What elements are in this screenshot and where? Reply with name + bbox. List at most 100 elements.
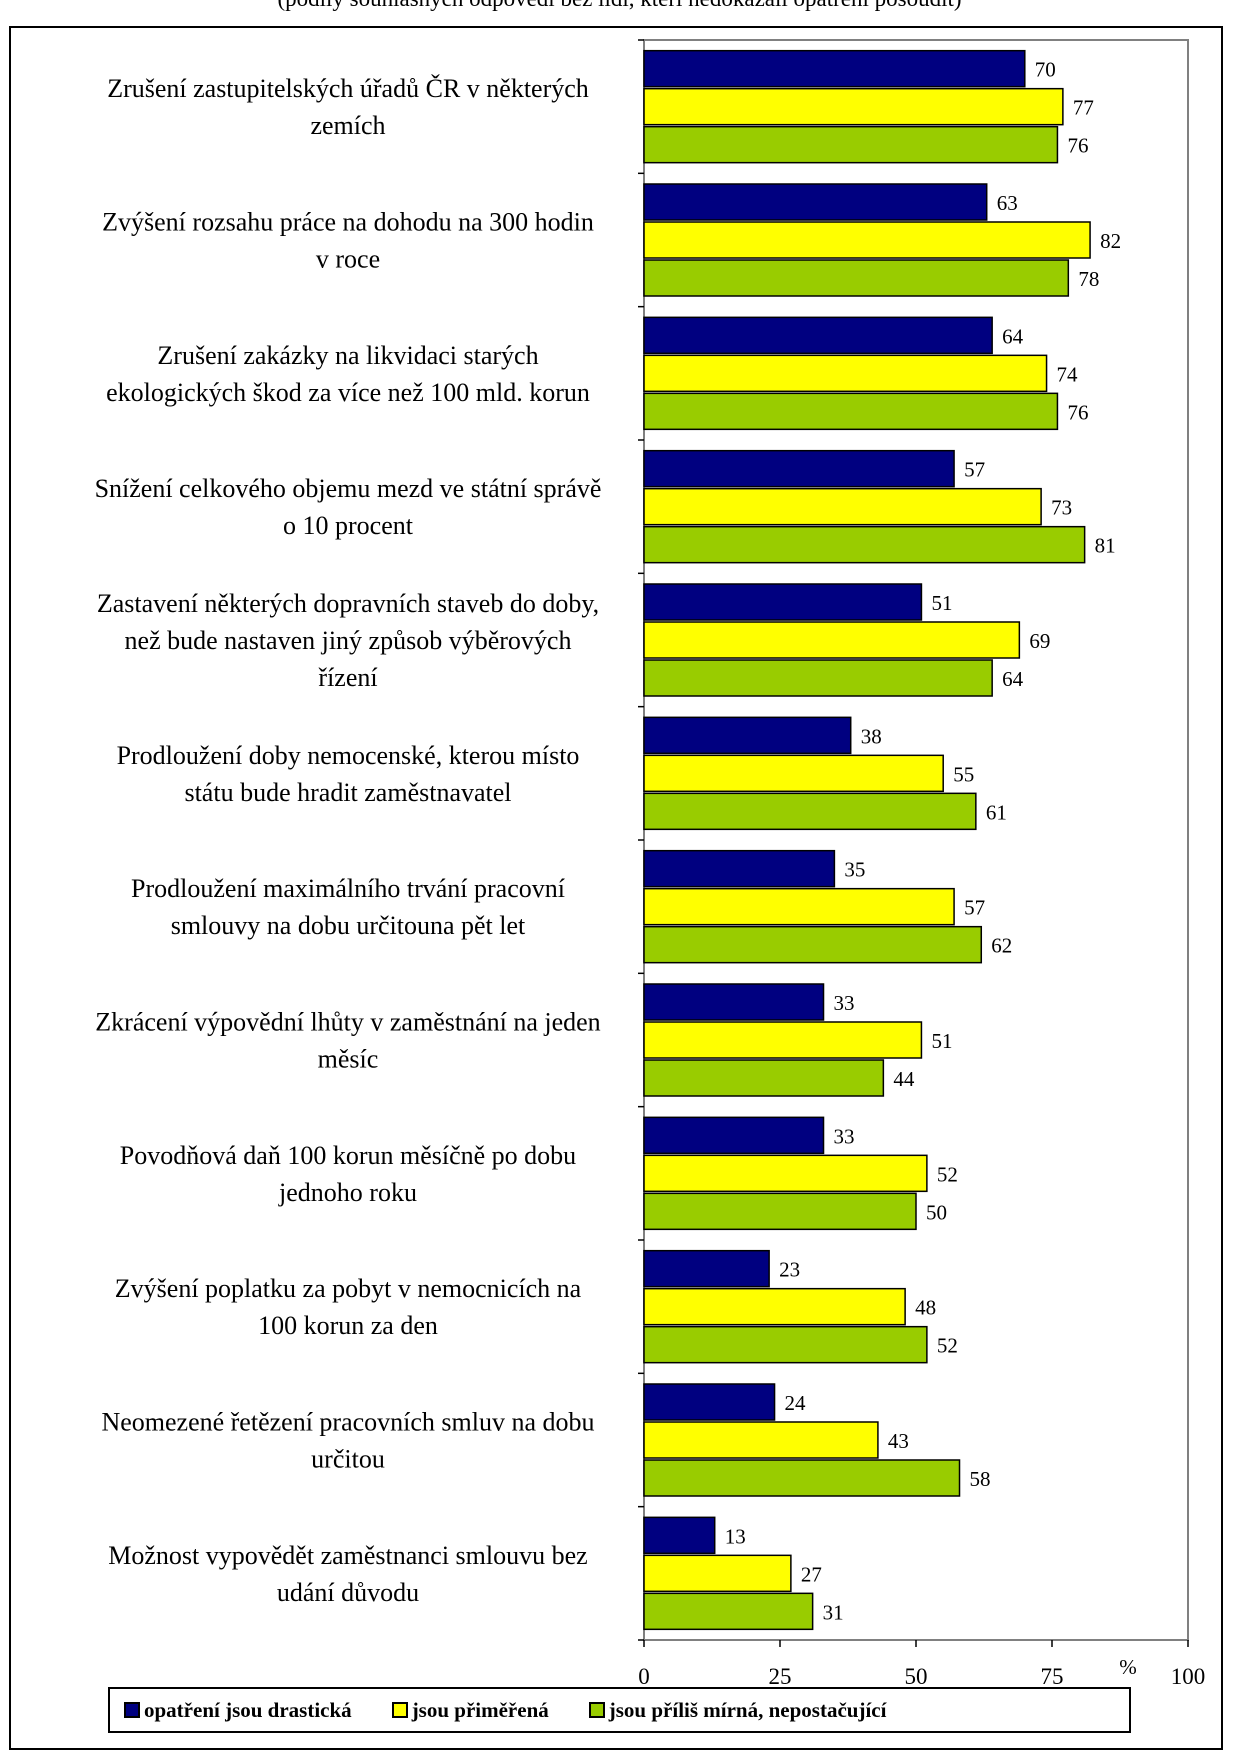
bar (643, 1421, 879, 1459)
category-label-line: smlouvy na dobu určitouna pět let (171, 911, 526, 940)
bar (643, 125, 1059, 164)
legend-label-mild: jsou příliš mírná, nepostačující (608, 1697, 887, 1722)
category-label-line: Zvýšení rozsahu práce na dohodu na 300 h… (102, 208, 594, 237)
category-label-line: řízení (318, 663, 377, 692)
data-label: 13 (725, 1524, 746, 1548)
data-label: 57 (964, 458, 985, 482)
bar (643, 925, 983, 964)
category-label-line: v roce (316, 245, 380, 274)
bar (643, 1116, 825, 1155)
data-label: 33 (834, 1124, 855, 1148)
bar (643, 849, 836, 888)
category-label-line: měsíc (318, 1045, 379, 1074)
category-label-line: Možnost vypovědět zaměstnanci smlouvu be… (108, 1541, 587, 1570)
legend: opatření jsou drastická jsou přiměřená j… (108, 1687, 1131, 1733)
bar (643, 621, 1021, 659)
category-label-line: Zvýšení poplatku za pobyt v nemocnicích … (115, 1274, 582, 1303)
category-label-line: o 10 procent (283, 511, 414, 540)
data-label: 48 (915, 1296, 936, 1320)
data-label: 61 (986, 800, 1007, 824)
bar (643, 1383, 776, 1421)
bar (643, 525, 1086, 564)
bar (643, 1287, 906, 1326)
category-label: Zastavení některých dopravních staveb do… (97, 589, 599, 692)
bar (643, 1325, 928, 1364)
legend-item-drastic: opatření jsou drastická (124, 1698, 352, 1723)
category-label-line: určitou (311, 1445, 385, 1474)
bar (643, 259, 1070, 297)
category-label-line: Prodloužení maximálního trvání pracovní (131, 874, 565, 903)
data-label: 63 (997, 191, 1018, 215)
bar (643, 87, 1064, 126)
category-label: Snížení celkového objemu mezd ve státní … (95, 474, 602, 540)
legend-swatch-drastic (124, 1702, 140, 1718)
bar (643, 1554, 792, 1593)
category-label: Zvýšení rozsahu práce na dohodu na 300 h… (102, 208, 594, 274)
bar (643, 792, 977, 831)
legend-label-adequate: jsou přiměřená (411, 1697, 549, 1722)
data-label: 33 (834, 991, 855, 1015)
x-tick-label: 50 (905, 1664, 928, 1689)
data-label: 64 (1002, 667, 1024, 691)
category-label-line: než bude nastaven jiný způsob výběrových (125, 626, 572, 655)
bar (643, 354, 1048, 393)
data-label: 23 (779, 1258, 800, 1282)
bar (643, 583, 923, 621)
data-label: 82 (1100, 229, 1121, 253)
category-label: Povodňová daň 100 korun měsíčně po dobu j… (120, 1141, 576, 1207)
data-label: 51 (931, 1029, 952, 1053)
category-label-line: Prodloužení doby nemocenské, kterou míst… (117, 741, 580, 770)
bar (643, 49, 1026, 88)
data-label: 57 (964, 896, 985, 920)
data-label: 51 (931, 591, 952, 615)
bar (643, 316, 993, 355)
bar (643, 1516, 716, 1555)
data-label: 50 (926, 1200, 947, 1224)
data-label: 44 (893, 1067, 915, 1091)
legend-swatch-adequate (391, 1702, 408, 1718)
bar (643, 1154, 928, 1193)
category-label-line: Snížení celkového objemu mezd ve státní … (95, 474, 602, 503)
bar (643, 1459, 961, 1497)
bar (643, 449, 955, 488)
bar (643, 659, 993, 697)
bar (643, 983, 825, 1021)
legend-item-adequate: jsou přiměřená (391, 1697, 549, 1723)
data-label: 31 (823, 1600, 844, 1624)
data-label: 38 (861, 724, 882, 748)
legend-swatch-mild (588, 1702, 605, 1718)
bar (643, 754, 944, 793)
bar (643, 487, 1042, 526)
bar (643, 1592, 814, 1631)
data-label: 27 (801, 1562, 822, 1586)
category-label-line: Neomezené řetězení pracovních smluv na d… (101, 1408, 594, 1437)
data-label: 76 (1067, 400, 1088, 424)
category-label: Možnost vypovědět zaměstnanci smlouvu be… (108, 1541, 587, 1607)
x-unit-label: % (1119, 1655, 1137, 1679)
category-label: Zrušení zastupitelských úřadů ČR v někte… (107, 74, 589, 140)
chart-frame (9, 26, 1223, 1750)
category-label-line: Povodňová daň 100 korun měsíčně po dobu (120, 1141, 576, 1170)
data-label: 58 (970, 1467, 991, 1491)
category-label-line: zemích (310, 111, 385, 140)
category-label-line: ekologických škod za více než 100 mld. k… (106, 378, 590, 407)
category-label-line: udání důvodu (277, 1578, 419, 1607)
data-label: 81 (1095, 534, 1116, 558)
data-label: 62 (991, 934, 1012, 958)
data-label: 52 (937, 1162, 958, 1186)
data-label: 70 (1035, 58, 1056, 82)
bar (643, 392, 1059, 431)
category-label-line: státu bude hradit zaměstnavatel (184, 778, 511, 807)
bar (643, 716, 852, 755)
data-label: 69 (1029, 629, 1050, 653)
bar (643, 1021, 923, 1059)
category-label: Zrušení zakázky na likvidaci starých ekol… (106, 341, 590, 407)
x-tick-label: 100 (1171, 1664, 1206, 1689)
data-label: 55 (953, 762, 974, 786)
category-label: Zkrácení výpovědní lhůty v zaměstnání na… (95, 1008, 600, 1074)
category-label: Prodloužení doby nemocenské, kterou míst… (117, 741, 580, 807)
category-label-line: jednoho roku (278, 1178, 417, 1207)
data-label: 24 (785, 1391, 807, 1415)
legend-label-drastic: opatření jsou drastická (144, 1697, 352, 1722)
legend-item-mild: jsou příliš mírná, nepostačující (588, 1697, 887, 1723)
